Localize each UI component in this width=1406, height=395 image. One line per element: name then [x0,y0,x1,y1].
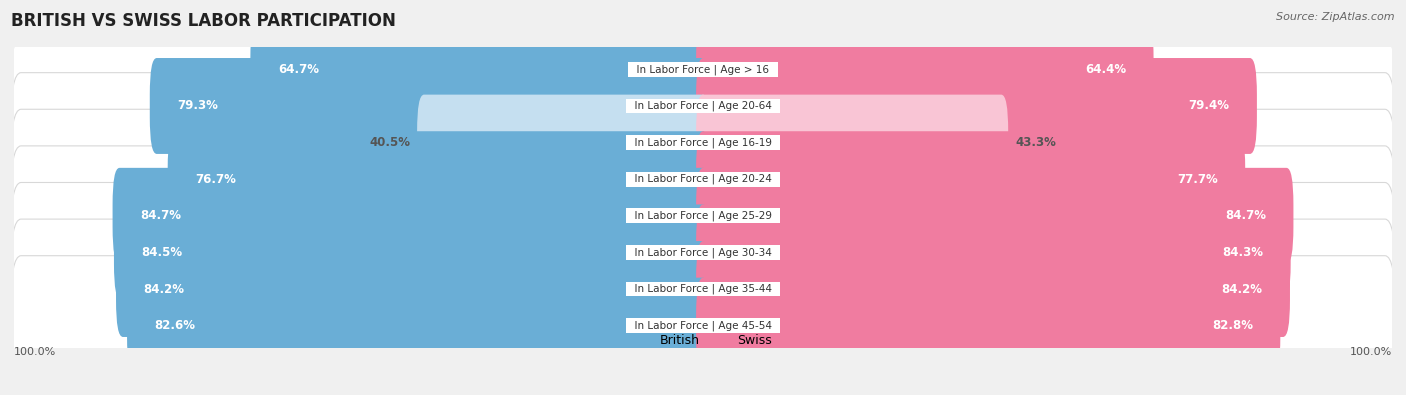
Text: 84.3%: 84.3% [1222,246,1263,259]
Text: 79.3%: 79.3% [177,100,218,113]
Text: In Labor Force | Age 30-34: In Labor Force | Age 30-34 [628,247,778,258]
FancyBboxPatch shape [11,182,1395,322]
FancyBboxPatch shape [150,58,710,154]
Text: In Labor Force | Age 25-29: In Labor Force | Age 25-29 [627,211,779,221]
FancyBboxPatch shape [167,131,710,227]
Text: In Labor Force | Age 45-54: In Labor Force | Age 45-54 [627,320,779,331]
Text: In Labor Force | Age 20-64: In Labor Force | Age 20-64 [628,101,778,111]
Text: 84.7%: 84.7% [1225,209,1265,222]
Text: 76.7%: 76.7% [195,173,236,186]
Text: 40.5%: 40.5% [370,136,411,149]
FancyBboxPatch shape [696,205,1291,300]
Legend: British, Swiss: British, Swiss [634,334,772,347]
FancyBboxPatch shape [11,36,1395,176]
FancyBboxPatch shape [112,168,710,264]
Text: 84.2%: 84.2% [143,282,184,295]
FancyBboxPatch shape [11,256,1395,395]
FancyBboxPatch shape [696,131,1246,227]
FancyBboxPatch shape [11,219,1395,359]
Text: 84.7%: 84.7% [141,209,181,222]
FancyBboxPatch shape [696,95,1008,190]
FancyBboxPatch shape [11,109,1395,249]
Text: 82.8%: 82.8% [1212,319,1253,332]
FancyBboxPatch shape [127,278,710,374]
Text: 100.0%: 100.0% [14,347,56,357]
FancyBboxPatch shape [696,58,1257,154]
Text: Source: ZipAtlas.com: Source: ZipAtlas.com [1277,12,1395,22]
Text: 100.0%: 100.0% [1350,347,1392,357]
Text: 43.3%: 43.3% [1015,136,1056,149]
FancyBboxPatch shape [696,168,1294,264]
Text: 79.4%: 79.4% [1188,100,1229,113]
FancyBboxPatch shape [114,205,710,300]
Text: In Labor Force | Age 16-19: In Labor Force | Age 16-19 [627,137,779,148]
Text: 82.6%: 82.6% [155,319,195,332]
Text: BRITISH VS SWISS LABOR PARTICIPATION: BRITISH VS SWISS LABOR PARTICIPATION [11,12,396,30]
FancyBboxPatch shape [11,0,1395,139]
FancyBboxPatch shape [117,241,710,337]
Text: 84.5%: 84.5% [142,246,183,259]
FancyBboxPatch shape [696,21,1153,117]
Text: In Labor Force | Age 20-24: In Labor Force | Age 20-24 [628,174,778,184]
FancyBboxPatch shape [418,95,710,190]
Text: In Labor Force | Age > 16: In Labor Force | Age > 16 [630,64,776,75]
FancyBboxPatch shape [696,241,1289,337]
Text: 64.4%: 64.4% [1085,63,1126,76]
Text: 84.2%: 84.2% [1222,282,1263,295]
FancyBboxPatch shape [250,21,710,117]
FancyBboxPatch shape [11,146,1395,286]
Text: 77.7%: 77.7% [1177,173,1218,186]
Text: 64.7%: 64.7% [278,63,319,76]
FancyBboxPatch shape [11,73,1395,213]
FancyBboxPatch shape [696,278,1281,374]
Text: In Labor Force | Age 35-44: In Labor Force | Age 35-44 [627,284,779,294]
